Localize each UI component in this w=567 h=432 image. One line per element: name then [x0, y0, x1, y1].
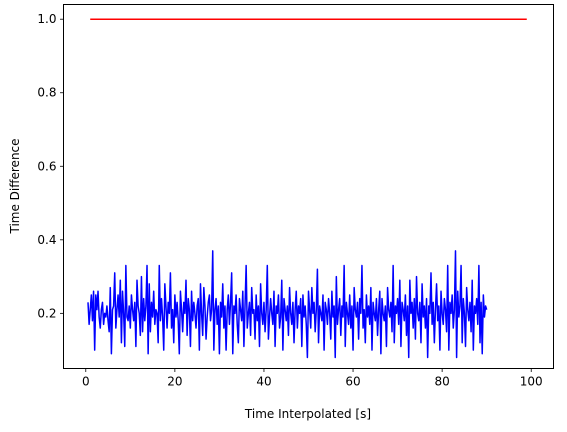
y-tick-label: 0.6: [37, 159, 56, 173]
x-tick-label: 100: [520, 375, 543, 389]
plot-frame: [63, 4, 554, 369]
y-tick-label: 0.2: [37, 306, 56, 320]
x-axis-label: Time Interpolated [s]: [244, 407, 371, 421]
y-tick-label: 0.8: [37, 86, 56, 100]
y-axis: 0.2 0.4 0.6 0.8 1.0: [37, 12, 64, 320]
y-tick-label: 1.0: [37, 12, 56, 26]
x-axis: 0 20 40 60 80 100: [82, 368, 543, 389]
x-tick-label: 80: [434, 375, 449, 389]
series-line-1: [87, 250, 488, 359]
x-tick-label: 0: [82, 375, 90, 389]
x-tick-label: 40: [256, 375, 271, 389]
y-axis-label: Time Difference: [8, 138, 22, 234]
x-tick-label: 60: [345, 375, 360, 389]
y-tick-label: 0.4: [37, 233, 56, 247]
x-tick-label: 20: [167, 375, 182, 389]
plot-series: [87, 18, 527, 359]
